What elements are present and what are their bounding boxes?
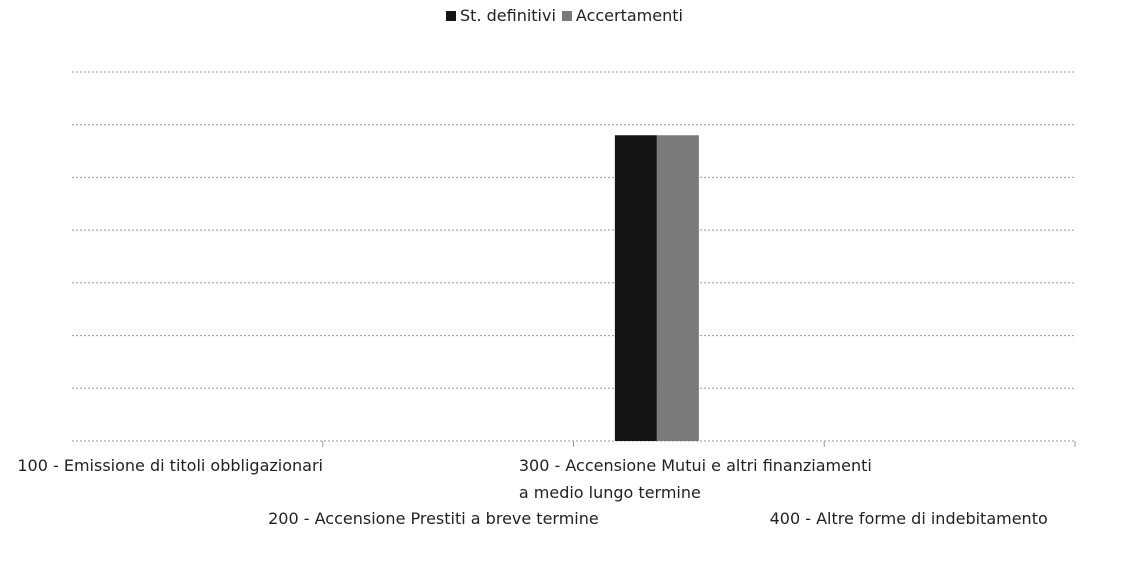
legend-label: Accertamenti [575, 6, 683, 25]
x-tick-label: 400 - Altre forme di indebitamento [769, 509, 1048, 528]
bar [656, 135, 699, 441]
legend-swatch [446, 11, 457, 21]
legend-swatch [561, 11, 572, 21]
x-tick-label: 100 - Emissione di titoli obbligazionari [17, 456, 323, 475]
bar [614, 135, 657, 441]
legend-label: St. definitivi [460, 6, 556, 25]
legend: St. definitivi Accertamenti [0, 6, 1123, 25]
x-tick-label: 200 - Accensione Prestiti a breve termin… [268, 509, 599, 528]
x-tick-label: 300 - Accensione Mutui e altri finanziam… [518, 456, 872, 502]
